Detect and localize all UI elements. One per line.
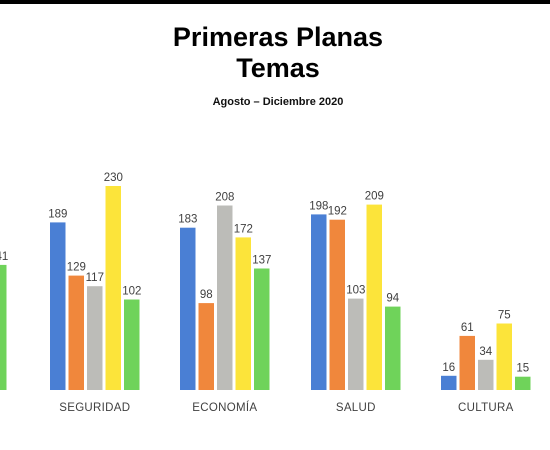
bar [311, 214, 327, 390]
bar-value-label: 208 [215, 192, 234, 204]
chart-subtitle: Agosto – Diciembre 2020 [212, 96, 344, 108]
bar-value-label: 192 [328, 206, 347, 218]
chart-title: Primeras Planas Temas [0, 22, 550, 84]
bar [385, 306, 401, 390]
bar-value-label: 34 [479, 346, 492, 358]
bar-value-label: 61 [461, 322, 474, 334]
bar-value-label: 15 [516, 363, 529, 375]
bar [0, 264, 7, 390]
bar [441, 375, 457, 390]
bar [217, 205, 233, 390]
category-label: SALUD [336, 402, 376, 414]
bar-value-label: 16 [442, 362, 455, 374]
category-label: ECONOMÍA [192, 401, 257, 414]
category-label: SEGURIDAD [59, 402, 130, 414]
bar [87, 286, 103, 390]
chart-title-line-1: Primeras Planas [172, 22, 384, 52]
bar [459, 335, 475, 390]
bar [254, 268, 270, 390]
bar [50, 222, 66, 390]
bar-value-label: 102 [122, 286, 141, 298]
bar [235, 237, 251, 390]
bar-value-label: 183 [178, 214, 197, 226]
bar-value-label: 103 [346, 285, 365, 297]
bar [496, 323, 512, 390]
bar [180, 227, 196, 390]
bar-value-label: 189 [48, 208, 67, 220]
bar [515, 376, 531, 390]
bar [478, 359, 494, 390]
bar [348, 298, 364, 390]
bar-value-label: 98 [200, 289, 213, 301]
bar [105, 186, 121, 390]
bar [124, 299, 140, 390]
bar-value-label: 75 [498, 310, 511, 322]
bar [198, 303, 214, 390]
category-label: CULTURA [458, 402, 514, 414]
bar-value-label: 209 [365, 191, 384, 203]
bar-value-label: 198 [309, 200, 328, 212]
bar [68, 275, 84, 390]
bar-value-label: 129 [67, 262, 86, 274]
top-border [0, 0, 550, 4]
bar-value-label: 230 [104, 172, 123, 184]
bar-value-label: 117 [86, 272, 104, 284]
bar-value-label: 94 [386, 293, 399, 305]
bar [366, 204, 382, 390]
bar-value-label: 137 [252, 255, 271, 267]
bar-value-label: 141 [0, 251, 8, 263]
bar [329, 219, 345, 390]
chart-title-line-2: Temas [236, 53, 320, 83]
bar-value-label: 172 [234, 223, 253, 235]
